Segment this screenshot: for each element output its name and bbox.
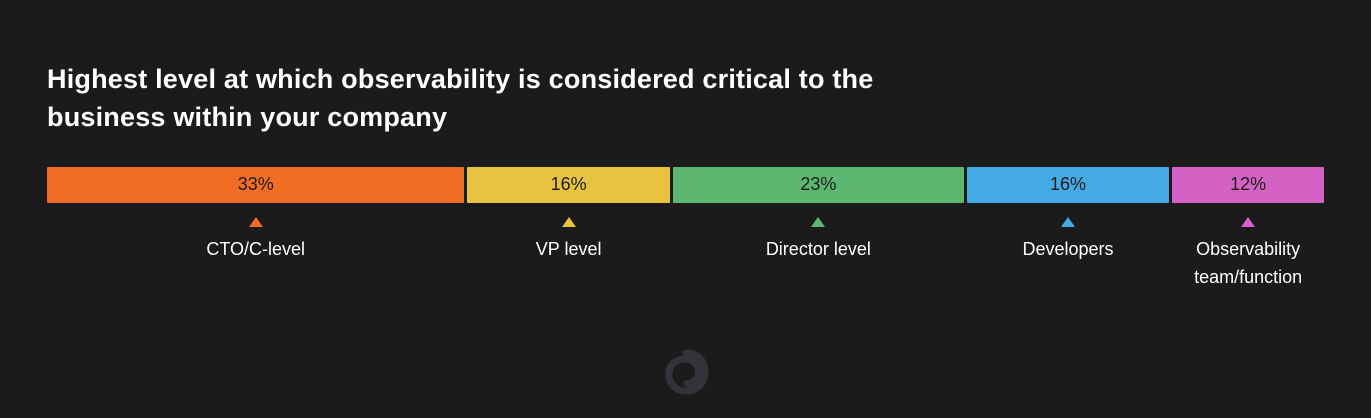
category-label: Observability team/function	[1194, 238, 1303, 288]
category-label: CTO/C-level	[206, 238, 306, 259]
marker-cell	[47, 216, 464, 227]
label-cell: Observability team/function	[1172, 235, 1324, 293]
bar-segment: 12%	[1172, 166, 1325, 203]
label-cell: CTO/C-level	[47, 235, 464, 293]
marker-triangle-icon	[811, 216, 826, 227]
bar-segment: 33%	[47, 166, 465, 203]
marker-triangle-icon	[1061, 216, 1076, 227]
label-cell: Director level	[673, 235, 964, 293]
segment-value-label: 16%	[1050, 174, 1087, 195]
marker-triangle-icon	[561, 216, 576, 227]
marker-triangle-icon	[1241, 216, 1256, 227]
category-label: VP level	[535, 238, 602, 259]
bar-segment: 16%	[467, 166, 670, 203]
category-label: Director level	[765, 238, 871, 259]
label-cell: VP level	[467, 235, 669, 293]
grafana-spiral-icon	[664, 349, 709, 395]
marker-triangle-icon	[248, 216, 263, 227]
segment-value-label: 23%	[800, 174, 837, 195]
marker-cell	[1172, 216, 1324, 227]
segment-value-label: 16%	[550, 174, 587, 195]
category-label: Developers	[1022, 238, 1114, 259]
bar-segment: 16%	[966, 166, 1170, 203]
grafana-logo	[662, 348, 710, 396]
marker-cell	[967, 216, 1169, 227]
segment-value-label: 12%	[1230, 174, 1267, 195]
stacked-bar: 33% 16% 23% 16% 12%	[47, 166, 1325, 203]
marker-row	[47, 216, 1324, 227]
chart-title: Highest level at which observability is …	[47, 64, 874, 133]
marker-cell	[673, 216, 964, 227]
label-cell: Developers	[967, 235, 1169, 293]
marker-cell	[467, 216, 669, 227]
bar-segment: 23%	[672, 166, 964, 203]
label-row: CTO/C-level VP level Director level Develop…	[47, 235, 1324, 293]
segment-value-label: 33%	[237, 174, 274, 195]
